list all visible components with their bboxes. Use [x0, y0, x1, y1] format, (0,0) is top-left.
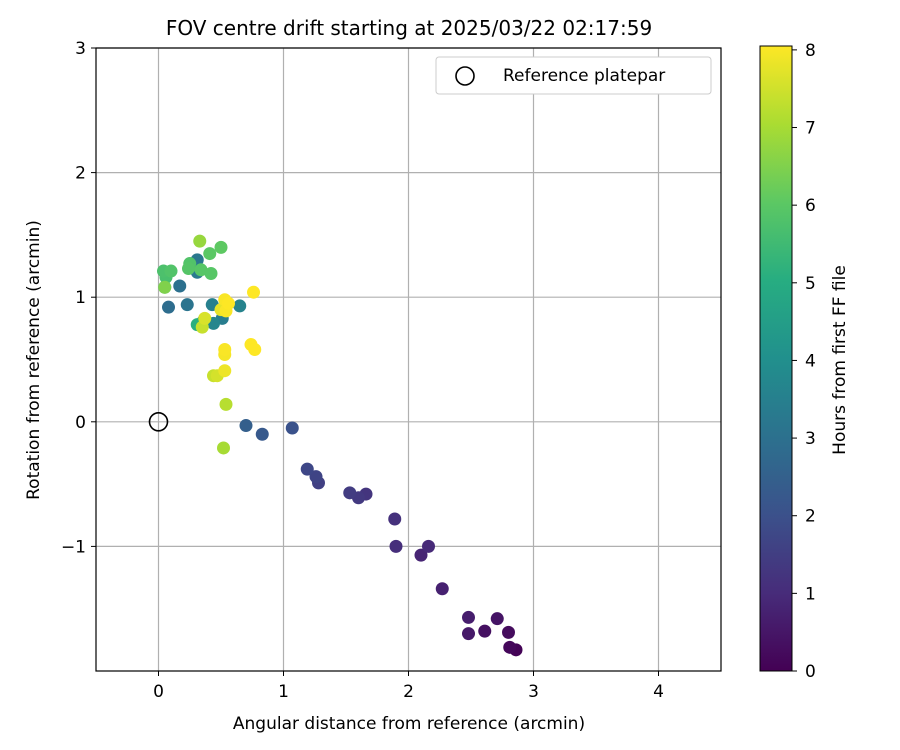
y-tick-label: 2 [75, 164, 86, 184]
colorbar-tick-label: 5 [805, 274, 816, 294]
chart-title: FOV centre drift starting at 2025/03/22 … [166, 16, 652, 40]
colorbar-tick-label: 2 [805, 507, 816, 527]
colorbar-ticks: 0 1 2 3 4 5 6 7 8 [792, 41, 816, 682]
data-point [422, 539, 435, 553]
data-point [204, 267, 218, 281]
data-point [164, 264, 178, 278]
data-point [180, 298, 194, 312]
data-point [193, 234, 207, 248]
colorbar-tick-label: 4 [805, 351, 816, 371]
y-tick-label: 3 [75, 39, 86, 59]
data-point [435, 582, 449, 596]
data-point [285, 421, 299, 435]
colorbar [759, 45, 793, 672]
y-axis-label: Rotation from reference (arcmin) [24, 220, 44, 500]
x-tick-label: 1 [278, 682, 289, 702]
x-tick-label: 4 [653, 682, 664, 702]
x-tick-label: 0 [153, 682, 164, 702]
data-point [478, 624, 492, 638]
data-point [214, 240, 228, 254]
data-point [217, 441, 230, 455]
data-point [218, 343, 232, 357]
data-point [222, 296, 235, 310]
data-point [309, 470, 323, 484]
legend-open-circle-marker [455, 66, 475, 86]
data-point [490, 612, 504, 626]
data-point [462, 610, 475, 624]
data-point [502, 625, 515, 639]
y-tick-label: 0 [75, 413, 86, 433]
colorbar-label: Hours from first FF file [830, 265, 850, 455]
y-tick-label: 1 [75, 288, 86, 308]
data-point [248, 343, 262, 357]
x-axis-label: Angular distance from reference (arcmin) [233, 714, 585, 734]
data-point [198, 311, 212, 325]
colorbar-tick-label: 8 [805, 41, 816, 61]
x-axis-ticks: 0 1 2 3 4 [153, 671, 664, 702]
x-tick-label: 2 [403, 682, 414, 702]
data-point [343, 486, 357, 500]
data-point [158, 280, 172, 294]
data-point [255, 427, 269, 441]
y-tick-label: −1 [61, 537, 86, 557]
data-points [157, 234, 523, 657]
y-axis-ticks: −1 0 1 2 3 [61, 39, 96, 557]
data-point [162, 300, 175, 314]
data-point [247, 285, 260, 299]
data-point [239, 419, 253, 433]
data-point [389, 539, 403, 553]
colorbar-tick-label: 3 [805, 429, 816, 449]
data-point [300, 462, 314, 476]
colorbar-tick-label: 6 [805, 196, 816, 216]
data-point [218, 364, 232, 378]
reference-platepar-marker [148, 411, 169, 432]
data-point [173, 279, 187, 293]
data-point [203, 247, 217, 261]
legend-label: Reference platepar [503, 66, 665, 86]
x-tick-label: 3 [528, 682, 539, 702]
colorbar-tick-label: 0 [805, 662, 816, 682]
data-point [388, 512, 402, 526]
legend-box [435, 56, 712, 95]
legend: Reference platepar [435, 56, 712, 95]
colorbar-tick-label: 1 [805, 584, 816, 604]
data-point [503, 640, 517, 654]
data-point [233, 299, 247, 313]
data-point [194, 263, 208, 277]
data-point [182, 262, 195, 276]
data-point [414, 548, 428, 562]
colorbar-tick-label: 7 [805, 119, 816, 139]
data-point [219, 397, 233, 411]
data-point [462, 627, 475, 641]
grid-lines [96, 47, 721, 671]
